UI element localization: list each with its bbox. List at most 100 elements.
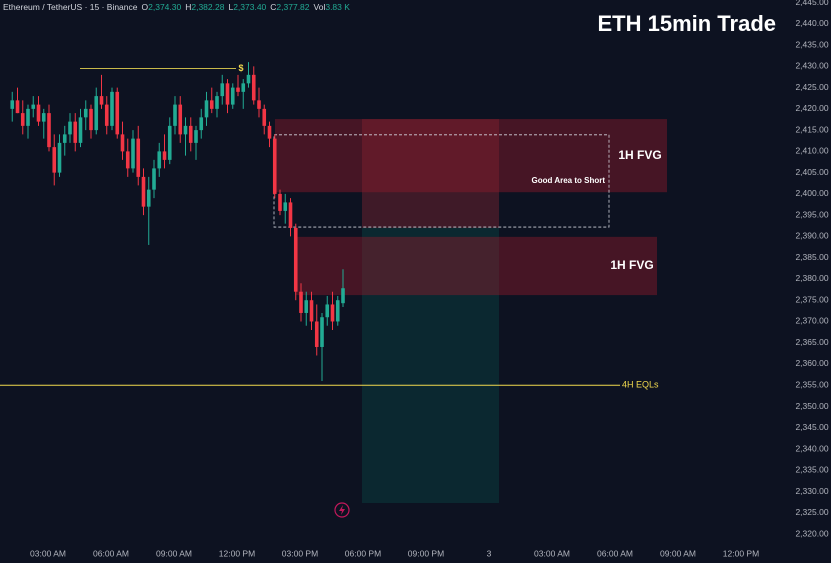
candle-body (131, 138, 135, 169)
y-tick-label: 2,435.00 (795, 39, 828, 49)
y-tick-label: 2,330.00 (795, 486, 828, 496)
candle-body (167, 125, 172, 160)
y-tick-label: 2,440.00 (795, 18, 828, 28)
x-tick-label: 09:00 PM (408, 548, 444, 558)
candle-body (146, 189, 151, 207)
ohlc-key: Vol (314, 2, 326, 12)
candle-body (83, 108, 88, 118)
ohlc-key: H (185, 2, 191, 12)
candle-body (330, 304, 335, 322)
ohlc-value: 3.83 K (325, 2, 350, 12)
candle-body (52, 147, 57, 173)
candle-body (320, 317, 324, 347)
candle-body (73, 121, 78, 143)
x-tick-label: 12:00 PM (219, 548, 255, 558)
candle-body (178, 104, 183, 135)
x-tick-label: 06:00 PM (345, 548, 381, 558)
x-tick-label: 3 (487, 548, 492, 558)
candle-body (120, 134, 125, 152)
candle-body (309, 300, 314, 322)
y-tick-label: 2,375.00 (795, 294, 828, 304)
candle-body (267, 125, 272, 139)
candle-body (251, 74, 256, 101)
candle-body (141, 176, 146, 207)
candle-body (89, 108, 93, 131)
ohlc-value: 2,373.40 (233, 2, 266, 12)
liquidity-label: $ (238, 63, 243, 73)
candle-body (199, 117, 204, 131)
candle-body (304, 300, 309, 313)
candle-body (194, 130, 198, 143)
y-tick-label: 2,360.00 (795, 358, 828, 368)
y-tick-label: 2,345.00 (795, 422, 828, 432)
candle-body (15, 100, 20, 114)
y-tick-label: 2,420.00 (795, 103, 828, 113)
candle-body (314, 321, 319, 347)
candle-body (272, 138, 277, 194)
candle-body (325, 304, 330, 318)
candle-body (230, 87, 235, 105)
candle-body (173, 104, 177, 126)
candle-body (99, 96, 104, 105)
y-tick-label: 2,390.00 (795, 231, 828, 241)
candle-body (236, 87, 240, 92)
fvg-zone (295, 236, 657, 296)
y-tick-label: 2,400.00 (795, 188, 828, 198)
candle-body (220, 83, 225, 97)
candle-body (278, 193, 282, 211)
y-tick-label: 2,405.00 (795, 167, 828, 177)
candle-body (188, 125, 193, 143)
symbol-header: Ethereum / TetherUS · 15 · Binance O2,374… (3, 2, 350, 12)
chart-title: ETH 15min Trade (597, 11, 776, 36)
ohlc-value: 2,377.82 (276, 2, 309, 12)
candle-body (293, 227, 298, 292)
eql-label: 4H EQLs (622, 380, 659, 390)
x-tick-label: 03:00 PM (282, 548, 318, 558)
candle-body (225, 83, 230, 105)
ohlc-key: C (270, 2, 276, 12)
x-tick-label: 12:00 PM (723, 548, 759, 558)
candle-body (283, 202, 288, 211)
y-tick-label: 2,445.00 (795, 0, 828, 7)
y-tick-label: 2,425.00 (795, 82, 828, 92)
stop-zone (362, 119, 499, 228)
y-tick-label: 2,410.00 (795, 146, 828, 156)
candle-body (152, 168, 156, 190)
y-tick-label: 2,325.00 (795, 507, 828, 517)
candle-body (115, 91, 120, 135)
fvg-label: 1H FVG (610, 258, 653, 272)
candle-body (78, 117, 83, 143)
x-tick-label: 09:00 AM (156, 548, 192, 558)
candle-body (299, 291, 303, 313)
ohlc-key: O (142, 2, 149, 12)
y-tick-label: 2,370.00 (795, 316, 828, 326)
ohlc-value: 2,382.28 (191, 2, 224, 12)
y-tick-label: 2,350.00 (795, 401, 828, 411)
candle-body (110, 91, 114, 126)
candle-body (57, 142, 62, 173)
candle-body (241, 83, 246, 92)
candle-body (68, 121, 72, 135)
short-area (273, 134, 610, 228)
y-tick-label: 2,335.00 (795, 465, 828, 475)
y-tick-label: 2,355.00 (795, 380, 828, 390)
target-zone (362, 227, 499, 504)
y-tick-label: 2,430.00 (795, 61, 828, 71)
candle-body (162, 151, 167, 160)
candle-body (209, 100, 214, 109)
candle-body (262, 108, 267, 126)
symbol: Ethereum / TetherUS · 15 · Binance (3, 2, 138, 12)
candle-body (26, 108, 30, 126)
y-tick-label: 2,340.00 (795, 443, 828, 453)
y-tick-label: 2,365.00 (795, 337, 828, 347)
y-tick-label: 2,395.00 (795, 209, 828, 219)
y-tick-label: 2,415.00 (795, 124, 828, 134)
candle-body (47, 113, 51, 148)
candle-body (10, 100, 15, 109)
candle-body (183, 125, 188, 135)
footer-icon (334, 502, 350, 518)
x-tick-label: 06:00 AM (597, 548, 633, 558)
x-tick-label: 06:00 AM (93, 548, 129, 558)
candle-body (136, 138, 141, 177)
